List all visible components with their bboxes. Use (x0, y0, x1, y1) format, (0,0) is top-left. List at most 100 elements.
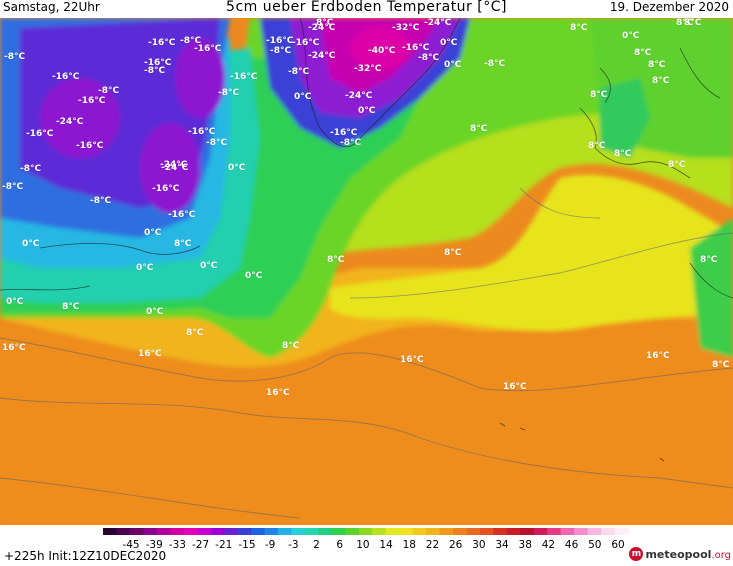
isotherm-value-label: 0°C (200, 261, 218, 271)
isotherm-value-label: 16°C (503, 382, 527, 392)
isotherm-value-label: -16°C (76, 141, 104, 151)
color-scale-tick-label: 14 (379, 539, 393, 549)
isotherm-value-label: 0°C (622, 31, 640, 41)
color-scale-tick-label: 46 (565, 539, 579, 549)
meteopool-logo[interactable]: m meteopool.org (629, 545, 731, 563)
isotherm-value-label: 8°C (668, 160, 686, 170)
color-scale-cell (560, 528, 575, 535)
isotherm-value-label: 8°C (327, 255, 345, 265)
isotherm-value-label: 8°C (648, 60, 666, 70)
color-scale-cell (372, 528, 387, 535)
model-run-label: +225h Init:12Z10DEC2020 (4, 549, 167, 563)
isotherm-value-label: -16°C (194, 44, 222, 54)
color-scale-cell (103, 528, 117, 535)
isotherm-value-label: -8°C (218, 88, 240, 98)
isotherm-value-label: 8°C (590, 90, 608, 100)
color-scale-cell (587, 528, 602, 535)
footer-bar: -45 -39 -33 -27 -21 -15 -9 -3 2 6 10 14 18 22 26 30 34 38… (0, 525, 733, 566)
color-scale-cell (116, 528, 131, 535)
isotherm-value-label: 0°C (358, 106, 376, 116)
isotherm-value-label: -8°C (340, 138, 362, 148)
isotherm-value-label: -24°C (308, 51, 336, 61)
logo-text: meteopool.org (645, 548, 731, 561)
isotherm-value-label: -16°C (402, 43, 430, 53)
temperature-map: -16°C -8°C -8°C -16°C -16°C -8°C -16°C -8°C -16°… (0, 18, 733, 525)
isotherm-value-label: -24°C (345, 91, 373, 101)
isotherm-value-label: 0°C (144, 228, 162, 238)
isotherm-value-label: -16°C (148, 38, 176, 48)
color-scale-cell (453, 528, 467, 535)
isotherm-value-label: -16°C (52, 72, 80, 82)
isotherm-value-label: 8°C (470, 124, 488, 134)
isotherm-value-label: -24°C (56, 117, 84, 127)
isotherm-value-label: 8°C (444, 248, 462, 258)
logo-icon: m (629, 547, 644, 561)
logo-domain: .org (711, 549, 731, 561)
isotherm-value-label: -8°C (144, 66, 166, 76)
color-scale-tick-label: 30 (472, 539, 485, 549)
isotherm-value-label: 0°C (136, 263, 154, 273)
isotherm-value-label: -8°C (206, 138, 228, 148)
color-scale-tick-label: -45 (122, 539, 139, 549)
color-scale-tick-label: 22 (426, 539, 439, 549)
color-scale-cell (183, 528, 198, 535)
color-scale-tick-label: -21 (215, 539, 232, 549)
isotherm-value-label: -8°C (2, 182, 24, 192)
isotherm-value-label: -16°C (266, 36, 294, 46)
color-scale-tick-label: 10 (356, 539, 369, 549)
valid-time-label: Samstag, 22Uhr (3, 0, 100, 14)
color-scale-tick-label: -27 (192, 539, 209, 549)
isotherm-value-label: -8°C (484, 59, 506, 69)
color-scale-cell (399, 528, 414, 535)
color-scale-tick-label: 34 (495, 539, 509, 549)
color-scale-cell (358, 528, 373, 535)
color-scale-cell (197, 528, 212, 535)
color-scale-cell (520, 528, 535, 535)
color-scale-cell (533, 528, 548, 535)
isotherm-value-label: 8°C (634, 48, 652, 58)
color-scale-tick-label: 42 (542, 539, 555, 549)
isotherm-value-label: -8°C (288, 67, 310, 77)
isotherm-value-label: 8°C (186, 328, 204, 338)
color-scale-tick-label: 18 (403, 539, 416, 549)
isotherm-value-label: -24°C (308, 23, 336, 33)
color-scale-cell (224, 528, 239, 535)
isotherm-value-label: 0°C (245, 271, 263, 281)
isotherm-value-label: -32°C (392, 23, 420, 33)
isotherm-value-label: 0°C (22, 239, 40, 249)
isotherm-value-label: -16°C (188, 127, 216, 137)
isotherm-value-label: -16°C (230, 72, 258, 82)
color-scale-cell (251, 528, 266, 535)
color-scale-tick-label: 2 (313, 539, 320, 549)
isotherm-value-label: -16°C (292, 38, 320, 48)
isotherm-value-label: 0°C (228, 163, 246, 173)
isotherm-value-label: -24°C (161, 163, 189, 173)
color-scale-cell (439, 528, 454, 535)
color-scale-cell (493, 528, 508, 535)
header-bar: Samstag, 22Uhr 5cm ueber Erdboden Temper… (0, 0, 733, 18)
color-scale-cell (547, 528, 562, 535)
color-scale-cells (103, 528, 629, 535)
color-scale-cell (129, 528, 144, 535)
isotherm-value-label: 8°C (700, 255, 718, 265)
color-scale-tick-label: 60 (611, 539, 624, 549)
color-scale-tick-label: -9 (265, 539, 275, 549)
isotherm-value-label: -8°C (90, 196, 112, 206)
isotherm-value-label: -8°C (418, 53, 440, 63)
map-title: 5cm ueber Erdboden Temperatur [°C] (226, 0, 507, 15)
color-scale-cell (278, 528, 292, 535)
color-scale-tick-label: -15 (238, 539, 255, 549)
isotherm-value-label: 8°C (62, 302, 80, 312)
color-scale-tick-label: 26 (449, 539, 463, 549)
color-scale-cell (601, 528, 616, 535)
logo-brand: meteopool (645, 547, 712, 561)
isotherm-value-label: 8°C (614, 149, 632, 159)
color-scale-cell (318, 528, 333, 535)
isotherm-value-label: 0°C (444, 60, 462, 70)
isotherm-value-label: 8°C (588, 141, 606, 151)
isotherm-value-label: 16°C (646, 351, 670, 361)
isotherm-value-label: -16°C (152, 184, 180, 194)
isotherm-value-label: 8°C (570, 23, 588, 33)
isotherm-value-label: -8°C (98, 86, 120, 96)
isotherm-value-label: 0°C (146, 307, 164, 317)
